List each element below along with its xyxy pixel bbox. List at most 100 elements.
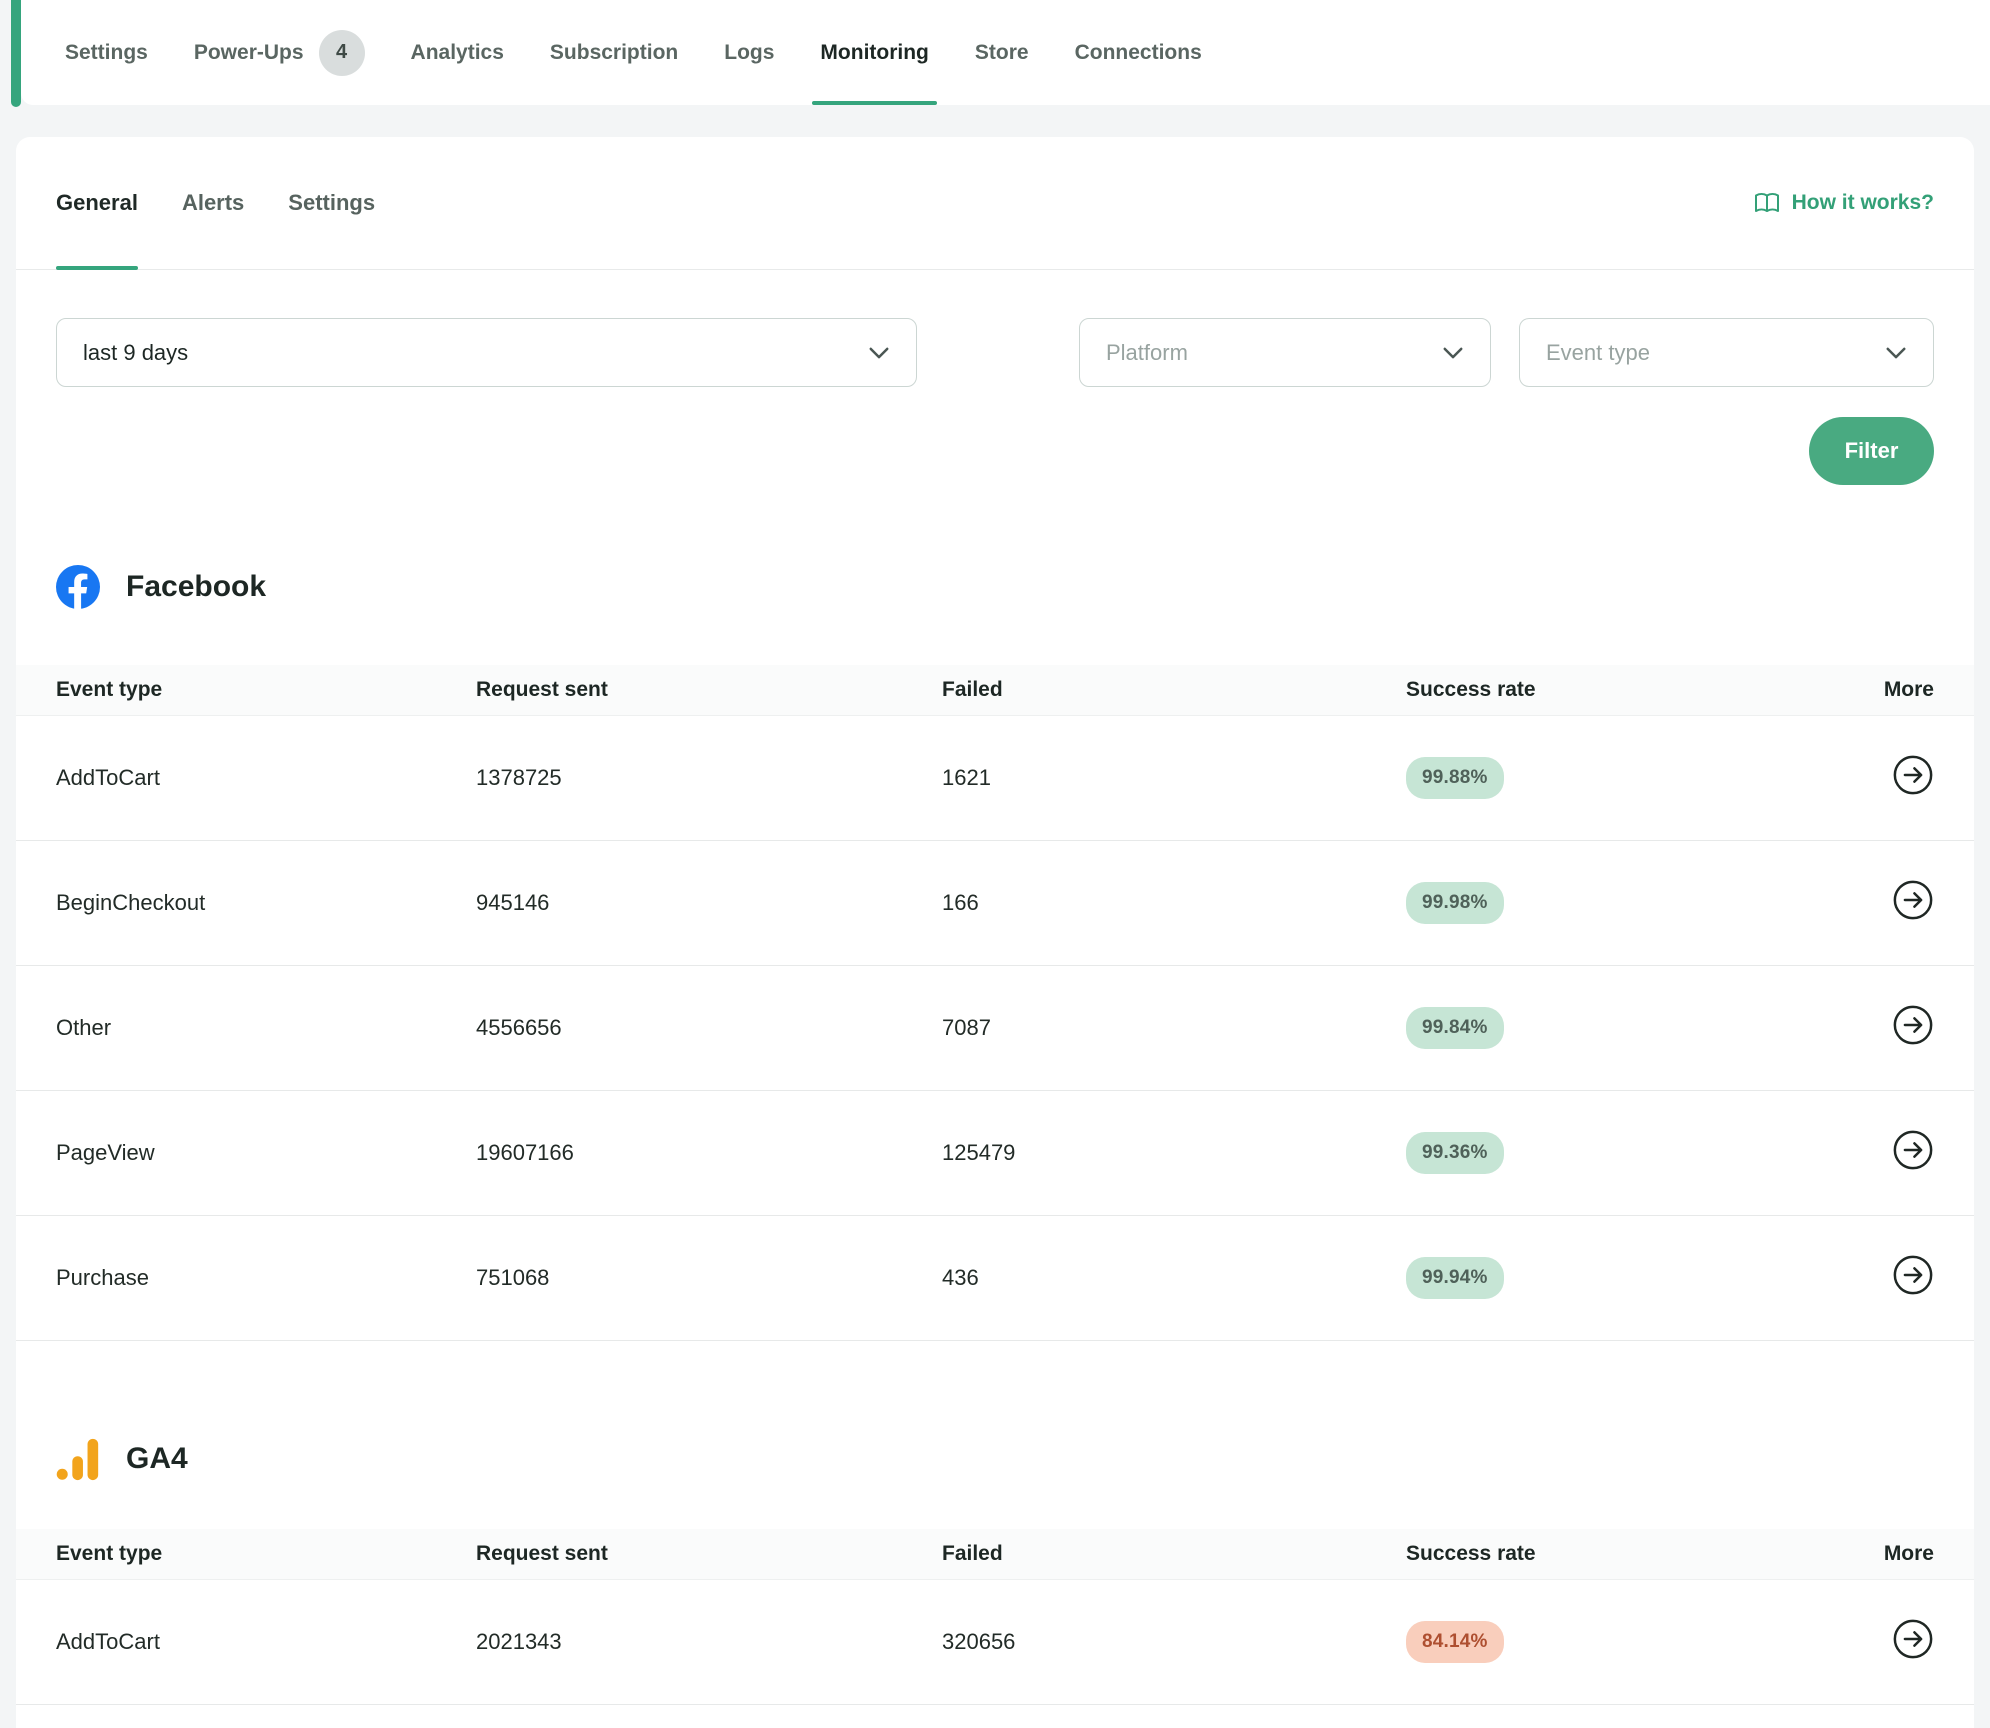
nav-tab[interactable]: Logs bbox=[724, 0, 774, 105]
cell-more bbox=[1892, 879, 1934, 927]
table-row: AddToCart 2021343 320656 84.14% bbox=[16, 1580, 1974, 1705]
chevron-down-icon bbox=[1886, 347, 1906, 358]
cell-request-sent: 751068 bbox=[476, 1265, 550, 1290]
cell-request-sent: 945146 bbox=[476, 890, 550, 915]
cell-success-rate: 99.94% bbox=[1406, 1257, 1854, 1299]
facebook-section: Facebook Event type Request sent Failed … bbox=[16, 565, 1974, 1341]
cell-more bbox=[1892, 1129, 1934, 1177]
nav-tab[interactable]: Power-Ups 4 bbox=[194, 0, 365, 105]
nav-tab-label: Subscription bbox=[549, 40, 679, 64]
event-type-placeholder: Event type bbox=[1546, 339, 1650, 365]
success-rate-badge: 99.36% bbox=[1406, 1132, 1504, 1174]
nav-tab-count-badge: 4 bbox=[318, 29, 365, 76]
success-rate-badge: 99.88% bbox=[1406, 757, 1504, 799]
row-details-arrow-icon[interactable] bbox=[1892, 754, 1934, 796]
cell-more bbox=[1892, 1254, 1934, 1302]
col-event-type: Event type bbox=[56, 678, 163, 701]
event-type-select[interactable]: Event type bbox=[1519, 318, 1934, 387]
col-event-type: Event type bbox=[56, 1542, 163, 1565]
facebook-table-body: AddToCart 1378725 1621 99.88% BeginCheck… bbox=[16, 716, 1974, 1341]
sub-tab-label: Settings bbox=[288, 190, 376, 215]
chevron-down-icon bbox=[869, 347, 889, 358]
nav-tab[interactable]: Connections bbox=[1075, 0, 1202, 105]
nav-tab-label: Monitoring bbox=[820, 40, 929, 64]
cell-more bbox=[1892, 1618, 1934, 1666]
success-rate-badge: 84.14% bbox=[1406, 1621, 1504, 1663]
nav-tab-label: Store bbox=[974, 40, 1029, 64]
sub-tab[interactable]: General bbox=[56, 137, 138, 270]
col-failed: Failed bbox=[942, 1542, 1003, 1565]
cell-failed: 7087 bbox=[942, 1015, 991, 1040]
cell-event-type: AddToCart bbox=[56, 1629, 160, 1654]
col-success-rate: Success rate bbox=[1406, 678, 1536, 701]
col-request-sent: Request sent bbox=[476, 1542, 608, 1565]
ga4-table-header: Event type Request sent Failed Success r… bbox=[16, 1529, 1974, 1580]
facebook-icon bbox=[56, 565, 100, 609]
row-details-arrow-icon[interactable] bbox=[1892, 1129, 1934, 1171]
table-row: BeginCheckout 945146 166 99.98% bbox=[16, 841, 1974, 966]
success-rate-badge: 99.94% bbox=[1406, 1257, 1504, 1299]
filters-row: last 9 days Platform Event type bbox=[16, 270, 1974, 387]
col-success-rate: Success rate bbox=[1406, 1542, 1536, 1565]
table-row: Purchase 751068 436 99.94% bbox=[16, 1216, 1974, 1341]
date-range-value: last 9 days bbox=[83, 339, 189, 365]
cell-success-rate: 99.88% bbox=[1406, 757, 1854, 799]
nav-tab-label: Settings bbox=[65, 40, 148, 64]
how-it-works-label: How it works? bbox=[1791, 191, 1934, 214]
sub-tabs-row: General Alerts Settings How it works? bbox=[16, 137, 1974, 270]
nav-tab[interactable]: Analytics bbox=[411, 0, 504, 105]
col-request-sent: Request sent bbox=[476, 678, 608, 701]
row-details-arrow-icon[interactable] bbox=[1892, 879, 1934, 921]
cell-request-sent: 19607166 bbox=[476, 1140, 574, 1165]
col-failed: Failed bbox=[942, 678, 1003, 701]
cell-more bbox=[1892, 754, 1934, 802]
sub-tab-label: General bbox=[56, 190, 138, 215]
sub-tab[interactable]: Alerts bbox=[182, 137, 244, 269]
table-row: PageView 19607166 125479 99.36% bbox=[16, 1091, 1974, 1216]
nav-tab-label: Analytics bbox=[410, 40, 504, 64]
cell-event-type: PageView bbox=[56, 1140, 155, 1165]
table-row: Other 4556656 7087 99.84% bbox=[16, 966, 1974, 1091]
row-details-arrow-icon[interactable] bbox=[1892, 1004, 1934, 1046]
cell-success-rate: 84.14% bbox=[1406, 1621, 1854, 1663]
cell-failed: 1621 bbox=[942, 765, 991, 790]
row-details-arrow-icon[interactable] bbox=[1892, 1254, 1934, 1296]
cell-request-sent: 2021343 bbox=[476, 1629, 562, 1654]
nav-tab-label: Power-Ups bbox=[193, 40, 304, 64]
how-it-works-link[interactable]: How it works? bbox=[1754, 191, 1934, 215]
date-range-select[interactable]: last 9 days bbox=[56, 318, 917, 387]
ga4-icon bbox=[56, 1437, 100, 1481]
cell-event-type: Other bbox=[56, 1015, 112, 1040]
book-icon bbox=[1754, 193, 1779, 212]
cell-failed: 436 bbox=[942, 1265, 979, 1290]
top-navigation: Settings Power-Ups 4 Analytics Subscript… bbox=[0, 0, 1990, 107]
nav-tab[interactable]: Monitoring bbox=[812, 0, 938, 105]
ga4-section-header: GA4 bbox=[16, 1437, 1974, 1481]
facebook-section-title: Facebook bbox=[126, 570, 267, 603]
filter-button-row: Filter bbox=[16, 387, 1974, 485]
chevron-down-icon bbox=[1443, 347, 1463, 358]
ga4-table-body: AddToCart 2021343 320656 84.14% bbox=[16, 1580, 1974, 1705]
nav-tab[interactable]: Settings bbox=[65, 0, 148, 105]
success-rate-badge: 99.84% bbox=[1406, 1007, 1504, 1049]
platform-placeholder: Platform bbox=[1106, 339, 1188, 365]
cell-event-type: BeginCheckout bbox=[56, 890, 206, 915]
filter-button[interactable]: Filter bbox=[1809, 417, 1934, 485]
cell-request-sent: 4556656 bbox=[476, 1015, 562, 1040]
row-details-arrow-icon[interactable] bbox=[1892, 1618, 1934, 1660]
monitoring-panel: General Alerts Settings How it works? la… bbox=[16, 137, 1974, 1728]
nav-tab[interactable]: Subscription bbox=[550, 0, 678, 105]
cell-failed: 166 bbox=[942, 890, 979, 915]
top-nav-bar: Settings Power-Ups 4 Analytics Subscript… bbox=[21, 0, 1990, 105]
nav-tab-label: Connections bbox=[1074, 40, 1202, 64]
sub-tab[interactable]: Settings bbox=[288, 137, 375, 269]
platform-select[interactable]: Platform bbox=[1079, 318, 1491, 387]
cell-more bbox=[1892, 1004, 1934, 1052]
cell-failed: 320656 bbox=[942, 1629, 1016, 1654]
cell-request-sent: 1378725 bbox=[476, 765, 562, 790]
success-rate-badge: 99.98% bbox=[1406, 882, 1504, 924]
nav-tab[interactable]: Store bbox=[975, 0, 1029, 105]
cell-success-rate: 99.36% bbox=[1406, 1132, 1854, 1174]
cell-event-type: Purchase bbox=[56, 1265, 149, 1290]
sub-tabs: General Alerts Settings bbox=[56, 137, 419, 270]
